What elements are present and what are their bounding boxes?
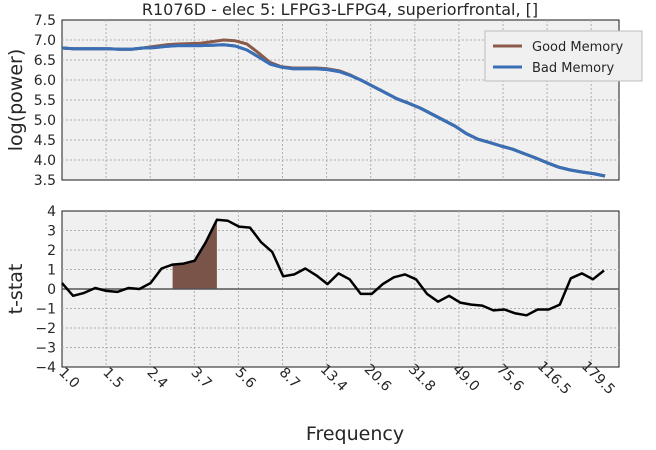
- tstat-y-tick-label: −3: [35, 341, 56, 357]
- power-lines: [61, 38, 606, 178]
- power-chart: 3.5 4.0 4.5 5.0 5.5 6.0 6.5 7.0 7.5 R1076D - ele…: [5, 0, 643, 189]
- power-y-ticks: 3.5 4.0 4.5 5.0 5.5 6.0 6.5 7.0 7.5: [34, 13, 56, 189]
- power-y-tick-label: 3.5: [34, 173, 56, 189]
- tstat-y-ticks: −4 −3 −2 −1 0 1 2 3 4: [35, 204, 56, 376]
- tstat-lines: [61, 218, 605, 317]
- tstat-y-tick-label: −2: [35, 321, 56, 337]
- x-tick-label: 2.4: [143, 365, 170, 392]
- legend-label: Good Memory: [532, 40, 624, 55]
- tstat-shaded-region: [172, 219, 217, 289]
- power-y-axis-label: log(power): [5, 49, 27, 152]
- bad-memory-line-overlay: [61, 43, 606, 178]
- tstat-y-tick-label: −4: [35, 360, 56, 376]
- tstat-y-tick-label: 3: [47, 224, 56, 240]
- legend-label: Bad Memory: [532, 61, 614, 76]
- power-y-tick-label: 5.0: [34, 113, 56, 129]
- tstat-y-tick-label: 0: [47, 282, 56, 298]
- significant-region: [172, 219, 217, 289]
- x-tick-label: 5.6: [232, 365, 259, 392]
- power-y-tick-label: 5.5: [34, 93, 56, 109]
- tstat-y-tick-label: 4: [47, 204, 56, 220]
- x-tick-label: 1.0: [55, 365, 82, 392]
- tstat-y-tick-label: 2: [47, 243, 56, 259]
- power-y-tick-label: 7.5: [34, 13, 56, 29]
- power-y-tick-label: 6.5: [34, 53, 56, 69]
- x-axis-label: Frequency: [306, 423, 404, 445]
- power-y-tick-label: 7.0: [34, 33, 56, 49]
- legend-box: [484, 30, 643, 82]
- power-y-tick-label: 6.0: [34, 73, 56, 89]
- power-grid: [62, 20, 619, 180]
- x-tick-label: 8.7: [276, 365, 303, 392]
- legend: Good Memory Bad Memory: [484, 30, 643, 82]
- tstat-y-tick-label: −1: [35, 302, 56, 318]
- power-chart-title: R1076D - elec 5: LFPG3-LFPG4, superiorfr…: [142, 0, 538, 19]
- x-tick-label: 3.7: [188, 365, 215, 392]
- x-tick-label: 1.5: [99, 365, 126, 392]
- power-y-tick-label: 4.5: [34, 133, 56, 149]
- tstat-y-axis-label: t-stat: [5, 264, 27, 315]
- tstat-line: [61, 218, 605, 317]
- power-y-tick-label: 4.0: [34, 153, 56, 169]
- tstat-y-tick-label: 1: [47, 263, 56, 279]
